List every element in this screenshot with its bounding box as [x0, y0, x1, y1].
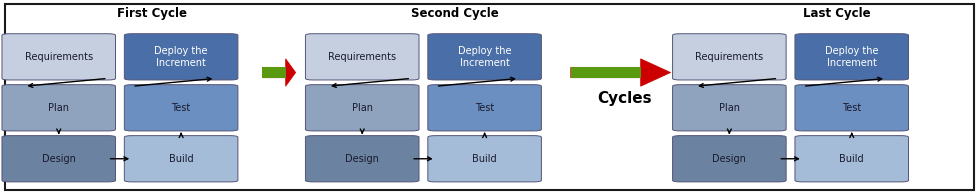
Text: First Cycle: First Cycle: [116, 7, 187, 20]
FancyBboxPatch shape: [672, 136, 785, 182]
FancyBboxPatch shape: [2, 85, 115, 131]
Text: Requirements: Requirements: [694, 52, 763, 62]
Text: Deploy the
Increment: Deploy the Increment: [458, 46, 511, 68]
FancyBboxPatch shape: [427, 85, 541, 131]
Text: Second Cycle: Second Cycle: [411, 7, 499, 20]
Text: Requirements: Requirements: [24, 52, 93, 62]
FancyBboxPatch shape: [305, 136, 419, 182]
Text: Plan: Plan: [718, 103, 739, 113]
Bar: [262, 67, 286, 78]
Polygon shape: [570, 59, 670, 86]
FancyBboxPatch shape: [5, 4, 973, 190]
Text: Last Cycle: Last Cycle: [802, 7, 870, 20]
FancyBboxPatch shape: [672, 85, 785, 131]
Text: Test: Test: [171, 103, 191, 113]
Text: Cycles: Cycles: [597, 91, 651, 105]
FancyBboxPatch shape: [124, 34, 238, 80]
Bar: [570, 67, 640, 78]
FancyBboxPatch shape: [794, 34, 908, 80]
Text: Requirements: Requirements: [328, 52, 396, 62]
Bar: [262, 67, 286, 78]
Bar: [570, 67, 640, 78]
Polygon shape: [262, 59, 295, 86]
FancyBboxPatch shape: [305, 34, 419, 80]
FancyBboxPatch shape: [794, 85, 908, 131]
FancyBboxPatch shape: [2, 136, 115, 182]
Text: Design: Design: [42, 154, 75, 164]
Text: Test: Test: [474, 103, 494, 113]
FancyBboxPatch shape: [427, 136, 541, 182]
Text: Build: Build: [471, 154, 497, 164]
FancyBboxPatch shape: [427, 34, 541, 80]
Text: Build: Build: [168, 154, 194, 164]
FancyBboxPatch shape: [794, 136, 908, 182]
FancyBboxPatch shape: [305, 85, 419, 131]
FancyBboxPatch shape: [124, 136, 238, 182]
Text: Deploy the
Increment: Deploy the Increment: [824, 46, 877, 68]
FancyBboxPatch shape: [2, 34, 115, 80]
Text: Build: Build: [838, 154, 864, 164]
Text: Test: Test: [841, 103, 861, 113]
FancyBboxPatch shape: [672, 34, 785, 80]
Text: Deploy the
Increment: Deploy the Increment: [155, 46, 207, 68]
Text: Plan: Plan: [351, 103, 373, 113]
Text: Plan: Plan: [48, 103, 69, 113]
Text: Design: Design: [712, 154, 745, 164]
Text: Design: Design: [345, 154, 378, 164]
FancyBboxPatch shape: [124, 85, 238, 131]
